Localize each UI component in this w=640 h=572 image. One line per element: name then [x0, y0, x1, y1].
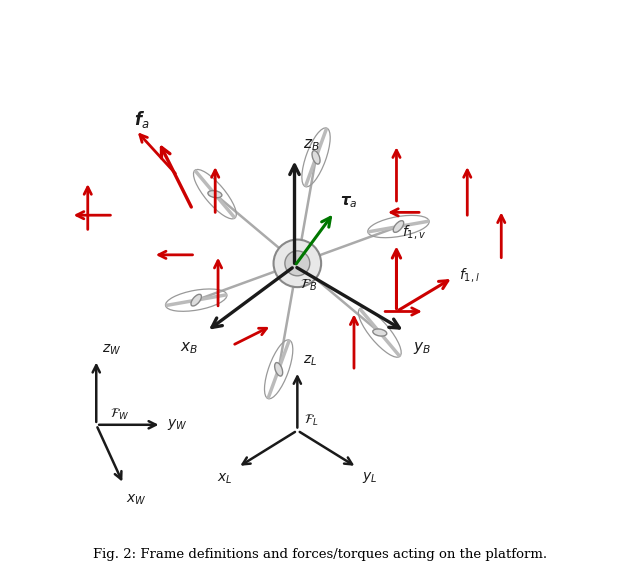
Text: $\mathcal{F}_L$: $\mathcal{F}_L$: [304, 412, 319, 428]
Ellipse shape: [275, 363, 283, 376]
Text: Fig. 2: Frame definitions and forces/torques acting on the platform.: Fig. 2: Frame definitions and forces/tor…: [93, 548, 547, 561]
Ellipse shape: [312, 150, 320, 164]
Text: $z_B$: $z_B$: [303, 137, 320, 153]
Circle shape: [273, 240, 321, 287]
Circle shape: [285, 251, 310, 276]
Ellipse shape: [372, 329, 387, 336]
Text: $x_L$: $x_L$: [217, 472, 232, 486]
Text: $z_L$: $z_L$: [303, 353, 317, 368]
Text: $x_W$: $x_W$: [126, 492, 147, 507]
Text: $\mathcal{F}_W$: $\mathcal{F}_W$: [111, 407, 130, 422]
Text: $f_{1,l}$: $f_{1,l}$: [459, 265, 479, 284]
Text: $\mathcal{F}_B$: $\mathcal{F}_B$: [300, 277, 317, 293]
Text: $y_B$: $y_B$: [413, 340, 431, 356]
Text: $y_W$: $y_W$: [167, 418, 188, 432]
Text: $x_B$: $x_B$: [180, 340, 198, 356]
Text: $\boldsymbol{f}_a$: $\boldsymbol{f}_a$: [134, 109, 150, 130]
Text: $f_{1,v}$: $f_{1,v}$: [402, 223, 426, 241]
Ellipse shape: [208, 190, 222, 198]
Text: $\boldsymbol{\tau}_a$: $\boldsymbol{\tau}_a$: [340, 194, 358, 209]
Ellipse shape: [191, 295, 202, 306]
Text: $z_W$: $z_W$: [102, 343, 121, 357]
Text: $y_L$: $y_L$: [362, 470, 378, 485]
Ellipse shape: [393, 221, 404, 232]
